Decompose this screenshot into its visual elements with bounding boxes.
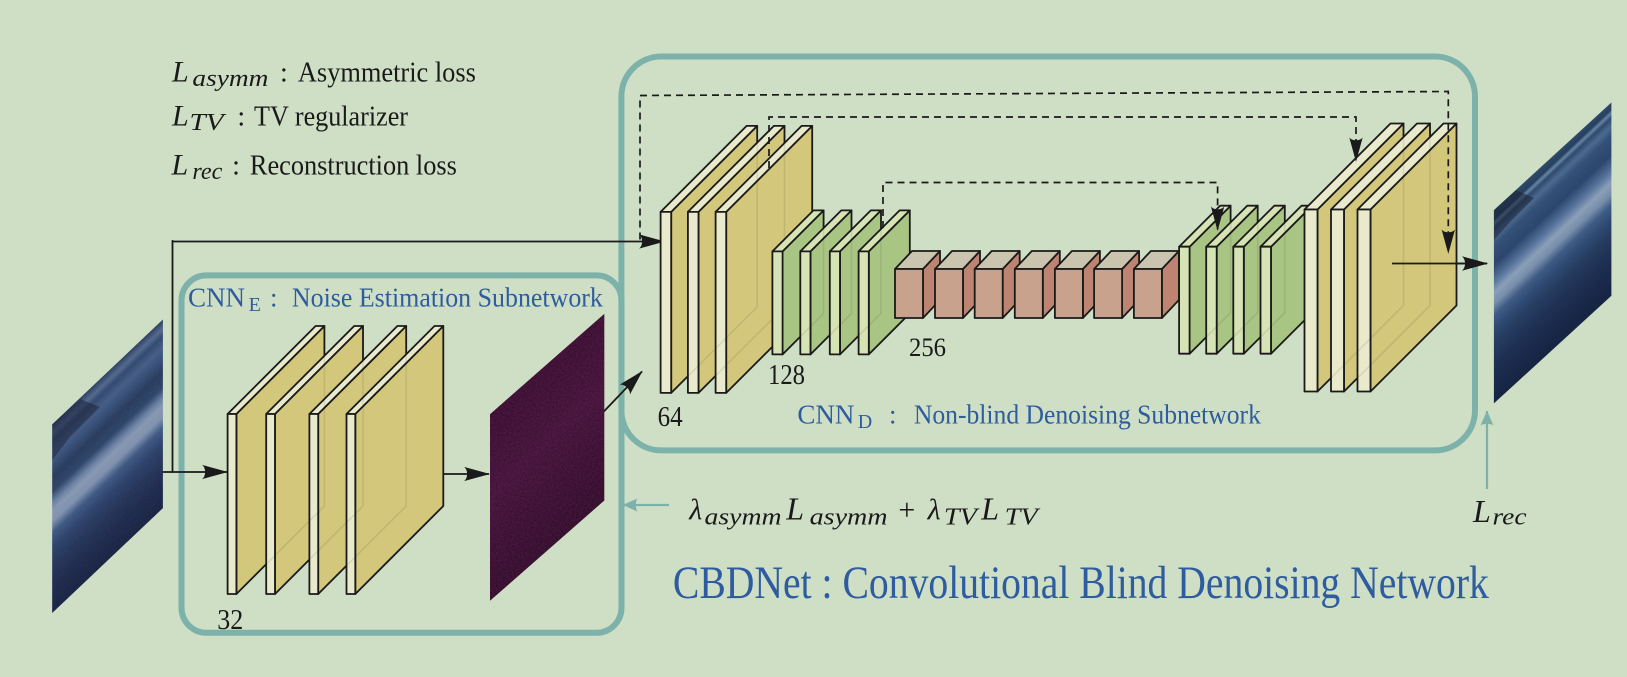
svg-text:Non-blind Denoising Subnetwork: Non-blind Denoising Subnetwork [914,399,1261,429]
svg-text:asymm: asymm [810,505,888,531]
svg-text:TV: TV [1005,505,1041,531]
svg-text:Noise Estimation Subnetwork: Noise Estimation Subnetwork [292,283,603,313]
svg-text:asymm: asymm [192,66,268,92]
svg-text:L: L [171,100,189,133]
svg-text:Reconstruction loss: Reconstruction loss [250,150,457,181]
svg-text:64: 64 [658,401,683,433]
svg-text::: : [280,57,288,88]
svg-text:Asymmetric loss: Asymmetric loss [298,57,476,88]
svg-text:TV: TV [190,110,227,136]
svg-text:+: + [898,494,915,527]
svg-text:L: L [980,491,999,527]
svg-text::: : [237,102,245,133]
svg-text:128: 128 [768,360,805,391]
svg-text:λ: λ [927,494,941,527]
svg-text:32: 32 [217,604,243,636]
svg-text:CNN: CNN [797,399,854,429]
svg-text::: : [232,150,240,181]
svg-text:L: L [171,148,189,181]
svg-text:CBDNet : Convolutional Blind D: CBDNet : Convolutional Blind Denoising N… [673,557,1489,609]
svg-text:rec: rec [192,159,222,185]
svg-text:asymm: asymm [705,505,782,531]
svg-text:CNN: CNN [188,283,245,313]
svg-text:L: L [1472,493,1491,529]
svg-text:D: D [858,411,872,433]
svg-text:TV regularizer: TV regularizer [254,102,409,133]
svg-text:L: L [171,55,189,88]
svg-text:E: E [249,294,261,316]
svg-text:λ: λ [688,494,702,527]
svg-text::: : [270,283,278,313]
svg-text:TV: TV [944,505,980,531]
svg-text:L: L [785,491,804,527]
svg-text:256: 256 [909,333,946,362]
svg-text::: : [889,399,897,429]
svg-text:rec: rec [1493,505,1527,531]
